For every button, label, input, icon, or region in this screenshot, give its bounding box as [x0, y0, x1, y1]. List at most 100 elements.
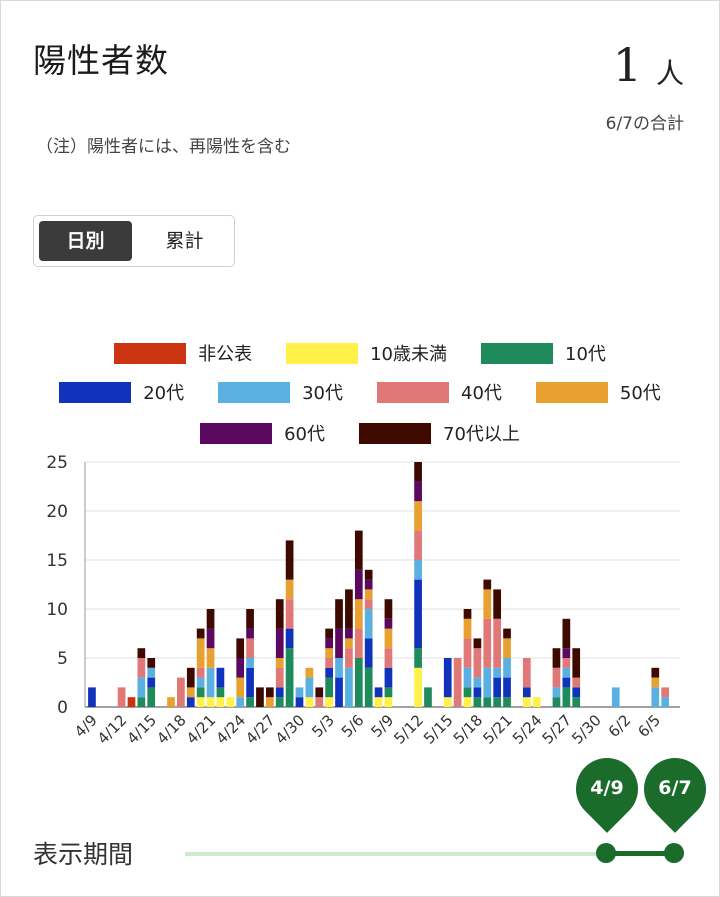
bar-segment	[364, 579, 373, 590]
bar-segment	[88, 687, 96, 707]
bar-segment	[117, 687, 126, 707]
bar-segment	[651, 667, 660, 678]
bar-segment	[236, 638, 245, 658]
bar-segment	[443, 697, 452, 707]
bar-segment	[483, 579, 492, 590]
legend-item[interactable]: 40代	[377, 379, 502, 405]
bar-segment	[364, 609, 373, 639]
bar-segment	[463, 667, 472, 688]
bar-segment	[226, 697, 235, 707]
bar-segment	[473, 677, 482, 688]
daily-toggle-button[interactable]: 日別	[39, 221, 132, 261]
bar-segment	[295, 687, 304, 698]
bar-segment	[651, 687, 660, 707]
bar-segment	[147, 687, 156, 707]
bar-segment	[335, 677, 343, 707]
bar-segment	[384, 618, 393, 629]
bar-segment	[414, 530, 422, 560]
bar-segment	[354, 530, 363, 570]
bar-segment	[483, 618, 492, 668]
bar-segment	[147, 658, 156, 668]
bar-segment	[186, 667, 195, 688]
bar-segment	[354, 658, 363, 707]
x-tick-label: 4/30	[272, 711, 309, 748]
legend-label: 40代	[461, 383, 502, 404]
legend-item[interactable]: 20代	[59, 379, 184, 405]
bar-segment	[216, 697, 225, 707]
bar-segment	[463, 609, 472, 619]
bar-segment	[275, 697, 284, 707]
legend-swatch	[218, 381, 291, 403]
bar-segment	[364, 569, 373, 580]
bar-segment	[414, 579, 422, 649]
bar-segment	[325, 677, 333, 698]
bar-segment	[463, 638, 472, 668]
bar-segment	[345, 589, 353, 629]
bar-segment	[325, 628, 333, 639]
bar-segment	[305, 667, 314, 678]
bar-segment	[236, 677, 245, 698]
x-tick-label: 5/21	[479, 711, 516, 748]
bar-segment	[285, 599, 294, 629]
positive-count-chart: 05101520254/94/124/154/184/214/244/274/3…	[46, 453, 680, 748]
bar-segment	[196, 687, 205, 698]
bar-segment	[503, 628, 511, 639]
legend-item[interactable]: 10代	[481, 340, 606, 366]
bar-segment	[265, 697, 274, 707]
bar-segment	[147, 667, 156, 678]
bar-segment	[443, 658, 452, 698]
bar-segment	[345, 628, 353, 639]
bar-segment	[196, 677, 205, 688]
bar-segment	[325, 658, 333, 668]
bar-segment	[315, 697, 324, 707]
bar-segment	[275, 628, 284, 658]
bar-segment	[473, 648, 482, 678]
bar-segment	[453, 658, 462, 707]
bar-segment	[206, 667, 215, 698]
bar-segment	[503, 658, 511, 678]
bar-segment	[325, 648, 333, 658]
x-tick-label: 5/27	[539, 711, 576, 748]
y-tick-label: 5	[57, 649, 68, 669]
legend-label: 10歳未満	[370, 344, 447, 365]
legend-item[interactable]: 50代	[535, 379, 661, 405]
bar-segment	[562, 677, 571, 688]
legend-item[interactable]: 70代以上	[359, 420, 520, 446]
bar-segment	[354, 628, 363, 658]
total-caption: 6/7の合計	[605, 114, 684, 134]
x-tick-label: 5/24	[509, 711, 546, 748]
bar-segment	[562, 648, 571, 658]
period-slider-track[interactable]	[185, 852, 675, 856]
legend-label: 10代	[565, 344, 606, 365]
bar-segment	[493, 697, 502, 707]
y-tick-label: 25	[46, 453, 68, 473]
bar-segment	[345, 667, 353, 707]
x-tick-label: 4/18	[153, 711, 190, 748]
bar-segment	[216, 667, 225, 688]
legend-swatch	[200, 422, 273, 444]
x-tick-label: 5/12	[390, 711, 427, 748]
legend-item[interactable]: 非公表	[114, 340, 252, 366]
bar-segment	[275, 599, 284, 629]
cumulative-toggle-button[interactable]: 累計	[165, 230, 204, 252]
bar-segment	[364, 599, 373, 609]
bar-segment	[206, 628, 215, 649]
legend-item[interactable]: 60代	[200, 420, 325, 446]
bar-segment	[335, 599, 343, 629]
bar-segment	[503, 677, 511, 698]
bar-segment	[552, 667, 561, 688]
bar-segment	[414, 667, 422, 707]
bar-segment	[246, 667, 254, 698]
legend-item[interactable]: 30代	[218, 379, 343, 405]
bar-segment	[236, 658, 245, 678]
legend-label: 30代	[302, 383, 343, 404]
period-start-handle[interactable]	[596, 843, 616, 863]
bar-segment	[246, 697, 254, 707]
legend-item[interactable]: 10歳未満	[286, 340, 447, 366]
x-tick-label: 6/5	[634, 711, 664, 741]
period-end-handle[interactable]	[664, 843, 684, 863]
bar-segment	[325, 697, 333, 707]
legend-swatch	[481, 342, 553, 364]
bar-segment	[493, 667, 502, 678]
x-tick-label: 5/6	[338, 711, 368, 741]
